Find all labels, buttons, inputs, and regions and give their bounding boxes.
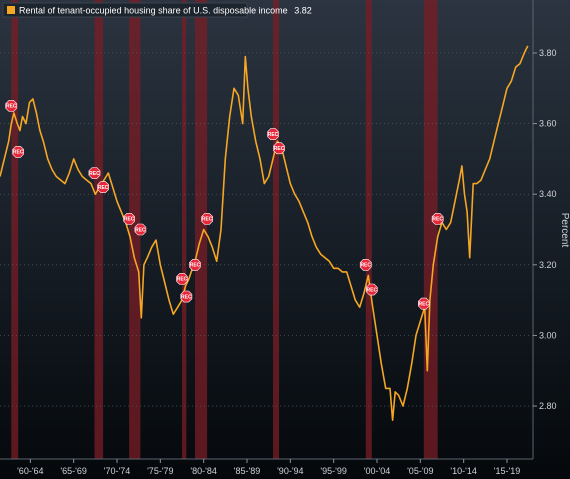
rec-marker: REC [88,167,101,179]
rec-marker: REC [180,290,193,303]
y-tick-label: 3.80 [539,48,557,58]
rec-marker: REC [359,258,372,271]
rec-marker-label: REC [190,263,201,269]
x-tick-label: '15-'19 [494,466,520,476]
legend-series-name: Rental of tenant-occupied housing share … [19,6,288,16]
rec-marker-shape [431,213,444,225]
recession-band [195,0,208,459]
rec-marker-label: REC [419,301,430,307]
y-tick-label: 3.00 [539,330,557,340]
rec-marker: REC [201,213,213,225]
rec-marker: REC [267,128,279,140]
recession-band [11,0,19,459]
legend-label: Rental of tenant-occupied housing share … [19,6,312,16]
rec-marker-label: REC [181,294,192,300]
rec-marker: REC [97,181,109,193]
rec-marker-shape [180,290,193,303]
rec-marker-shape [134,223,147,236]
rec-marker: REC [134,223,147,236]
recession-band [423,0,438,459]
rec-marker: REC [5,100,18,112]
rec-marker-label: REC [367,287,378,293]
rec-marker-label: REC [432,217,443,223]
rec-marker-shape [123,213,135,225]
x-tick-label: '85-'89 [234,466,260,476]
y-tick-label: 3.40 [539,189,557,199]
rec-marker: REC [431,213,444,225]
rec-marker: REC [176,273,188,285]
rec-marker-label: REC [177,277,188,283]
y-axis: 2.80 3.00 3.20 3.40 3.60 3.80 [533,48,557,411]
x-tick-label: '70-'74 [104,466,130,476]
rec-marker-label: REC [202,217,213,223]
rec-marker-label: REC [89,171,100,177]
legend-box [2,2,248,18]
rec-marker-label: REC [274,146,285,152]
rec-marker-shape [359,258,372,271]
x-tick-label: '75-'79 [147,466,173,476]
recession-band [365,0,372,459]
rec-marker-shape [273,142,285,155]
rec-marker-shape [88,167,101,179]
rec-marker: REC [12,146,25,158]
rec-marker-shape [365,283,378,296]
x-tick-label: '95-'99 [320,466,346,476]
rec-marker-shape [12,146,25,158]
y-tick-label: 2.80 [539,401,557,411]
legend-swatch [7,6,15,14]
y-tick-label: 3.20 [539,260,557,270]
x-tick-label: '80-'84 [190,466,216,476]
rec-marker-label: REC [135,227,146,233]
x-axis: '60-'64 '65-'69 '70-'74 '75-'79 '80-'84 '85-'… [17,459,520,476]
legend: Rental of tenant-occupied housing share … [2,2,312,18]
x-tick-label: '65-'69 [60,466,86,476]
rec-marker-label: REC [124,217,135,223]
y-gridlines [0,52,533,407]
rec-marker-shape [5,100,18,112]
rec-marker-shape [267,128,279,140]
recession-bands [11,0,438,459]
rec-marker-label: REC [98,185,109,191]
rec-marker: REC [273,142,285,155]
rec-marker-label: REC [268,132,279,138]
rec-marker: REC [365,283,378,296]
rec-marker: REC [123,213,135,225]
y-tick-label: 3.60 [539,119,557,129]
rec-marker-label: REC [13,150,24,156]
rec-marker: REC [417,297,430,310]
recession-band [94,0,104,459]
rec-marker-shape [176,273,188,285]
rec-marker-label: REC [6,104,17,110]
x-tick-label: '60-'64 [17,466,43,476]
y-axis-title: Percent [559,213,570,248]
series-layer [0,45,529,421]
x-tick-label: '00-'04 [364,466,390,476]
rec-marker-shape [417,297,430,310]
rec-markers: RECRECRECRECRECRECRECRECRECRECRECRECRECR… [5,100,444,310]
rec-marker-shape [201,213,213,225]
series-line [0,45,529,421]
x-tick-label: '90-'94 [277,466,303,476]
x-tick-label: '05-'09 [407,466,433,476]
rec-marker-label: REC [360,263,371,269]
rec-marker: REC [189,258,201,271]
recession-band [182,0,187,459]
rec-marker-shape [97,181,109,193]
recession-band [273,0,280,459]
rec-marker-shape [189,258,201,271]
x-tick-label: '10-'14 [450,466,476,476]
legend-value: 3.82 [294,6,312,16]
